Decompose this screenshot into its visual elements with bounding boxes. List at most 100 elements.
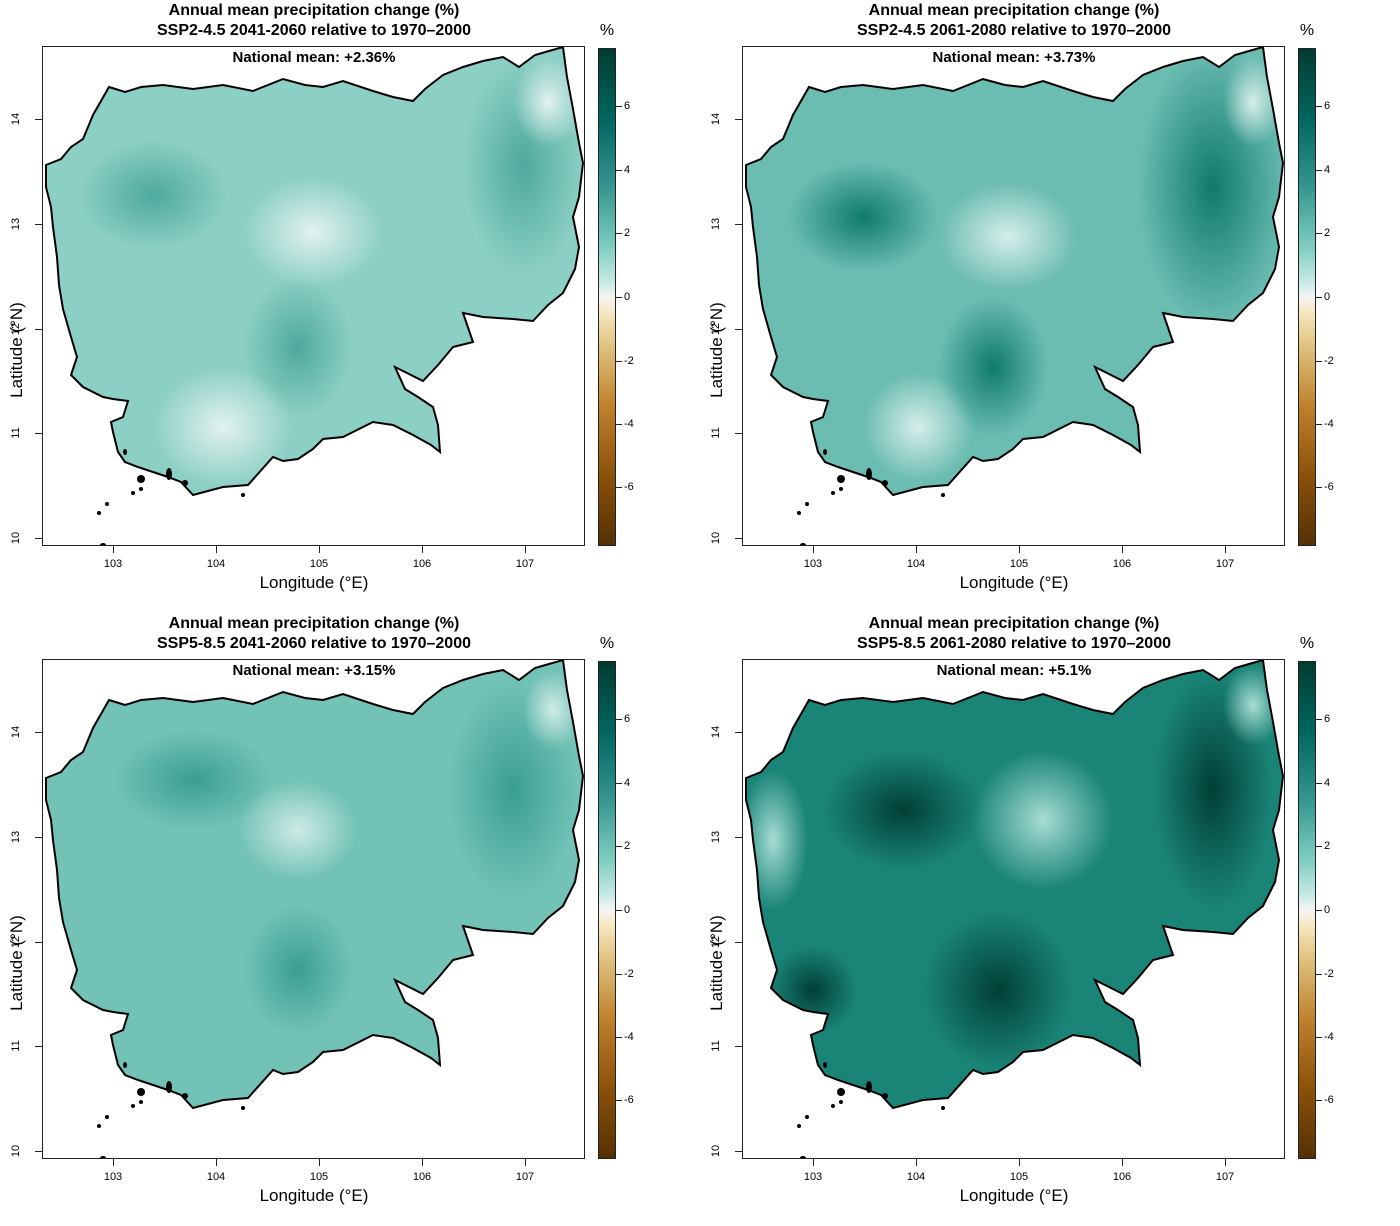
y-axis-label: Latitude (°N): [7, 915, 26, 1011]
colorbar-tick-mark: [616, 297, 622, 298]
colorbar-tick-mark: [616, 170, 622, 171]
colorbar-tick-label: -2: [624, 968, 634, 980]
panel-title: Annual mean precipitation change (%): [868, 2, 1160, 19]
x-tick-mark: [813, 546, 814, 553]
panel-subtitle: SSP2-4.5 2041-2060 relative to 1970–2000: [156, 22, 471, 39]
y-tick-label: 14: [710, 725, 722, 739]
y-tick-mark: [35, 119, 42, 120]
x-tick-mark: [216, 546, 217, 553]
x-tick-label: 104: [206, 558, 226, 570]
island-shape: [823, 1062, 827, 1068]
x-axis-label: Longitude (°E): [259, 1186, 369, 1205]
island-shape: [797, 1124, 801, 1128]
island-shape: [866, 468, 872, 480]
colorbar-tick-mark: [1316, 424, 1322, 425]
colorbar-tick-mark: [616, 1100, 622, 1101]
x-tick-label: 105: [1009, 1171, 1029, 1183]
colorbar-tick-label: 2: [1324, 840, 1331, 852]
x-tick-label: 107: [515, 1171, 535, 1183]
x-tick-label: 103: [103, 558, 123, 570]
y-tick-mark: [35, 1151, 42, 1152]
colorbar-tick-label: -2: [1324, 355, 1334, 367]
island-shape: [241, 493, 245, 497]
x-tick-label: 106: [412, 1171, 432, 1183]
colorbar-tick-label: 4: [1324, 777, 1331, 789]
x-tick-mark: [525, 546, 526, 553]
x-tick-mark: [813, 1159, 814, 1166]
x-tick-mark: [1122, 546, 1123, 553]
y-tick-mark: [735, 538, 742, 539]
colorbar: [1298, 661, 1316, 1159]
colorbar-tick-mark: [1316, 910, 1322, 911]
panel-title: Annual mean precipitation change (%): [168, 2, 460, 19]
island-shape: [797, 511, 801, 515]
y-axis-label: Latitude (°N): [7, 302, 26, 398]
colorbar-tick-label: 0: [624, 291, 631, 303]
cambodia-map: [45, 660, 584, 1158]
colorbar-tick-label: -6: [624, 481, 634, 493]
colorbar-tick-mark: [1316, 487, 1322, 488]
map-panel-ssp585-2061-2080: Annual mean precipitation change (%) SSP…: [700, 613, 1400, 1226]
island-shape: [123, 449, 127, 455]
map-plot-area: [742, 659, 1285, 1159]
cambodia-map: [745, 660, 1284, 1158]
colorbar-tick-mark: [1316, 783, 1322, 784]
island-shape: [839, 1100, 843, 1104]
colorbar-tick-mark: [1316, 719, 1322, 720]
x-tick-mark: [1019, 546, 1020, 553]
x-axis-label: Longitude (°E): [959, 573, 1069, 592]
y-tick-mark: [35, 1046, 42, 1047]
island-shape: [97, 511, 101, 515]
national-mean-label: National mean: +5.1%: [936, 662, 1092, 679]
x-tick-label: 105: [309, 1171, 329, 1183]
island-shape: [182, 1093, 188, 1099]
island-shape: [131, 491, 135, 495]
y-tick-mark: [35, 329, 42, 330]
island-shape: [823, 449, 827, 455]
panel-subtitle: SSP5-8.5 2061-2080 relative to 1970–2000: [856, 635, 1171, 652]
y-tick-mark: [735, 837, 742, 838]
island-shape: [137, 1088, 145, 1096]
x-tick-mark: [525, 1159, 526, 1166]
map-panel-ssp245-2061-2080: Annual mean precipitation change (%) SSP…: [700, 0, 1400, 613]
colorbar-tick-mark: [616, 487, 622, 488]
x-tick-mark: [916, 1159, 917, 1166]
colorbar-tick-label: 6: [1324, 100, 1331, 112]
y-tick-label: 13: [710, 830, 722, 844]
island-shape: [800, 1156, 806, 1158]
colorbar-tick-mark: [616, 233, 622, 234]
colorbar-tick-label: -6: [1324, 1094, 1334, 1106]
y-tick-mark: [735, 1046, 742, 1047]
island-shape: [831, 491, 835, 495]
x-tick-label: 106: [412, 558, 432, 570]
colorbar-tick-mark: [616, 424, 622, 425]
y-tick-label: 10: [10, 531, 22, 545]
x-tick-label: 106: [1112, 1171, 1132, 1183]
y-tick-mark: [735, 1151, 742, 1152]
colorbar-tick-mark: [1316, 233, 1322, 234]
y-tick-mark: [35, 538, 42, 539]
island-shape: [166, 1081, 172, 1093]
x-tick-label: 105: [309, 558, 329, 570]
x-tick-mark: [216, 1159, 217, 1166]
national-mean-label: National mean: +3.73%: [932, 49, 1096, 66]
colorbar-tick-label: -4: [624, 418, 634, 430]
x-tick-label: 107: [1215, 1171, 1235, 1183]
colorbar-tick-mark: [1316, 297, 1322, 298]
island-shape: [800, 543, 806, 545]
y-tick-label: 14: [710, 112, 722, 126]
island-shape: [866, 1081, 872, 1093]
x-tick-mark: [1225, 546, 1226, 553]
colorbar-tick-label: 6: [624, 713, 631, 725]
colorbar-tick-mark: [1316, 846, 1322, 847]
island-shape: [837, 1088, 845, 1096]
y-tick-mark: [735, 433, 742, 434]
colorbar-tick-mark: [1316, 974, 1322, 975]
x-tick-mark: [916, 546, 917, 553]
y-tick-label: 10: [710, 1144, 722, 1158]
colorbar: [598, 48, 616, 546]
map-plot-area: [742, 46, 1285, 546]
island-shape: [837, 475, 845, 483]
cambodia-map: [45, 47, 584, 545]
colorbar-unit: %: [1299, 22, 1315, 39]
